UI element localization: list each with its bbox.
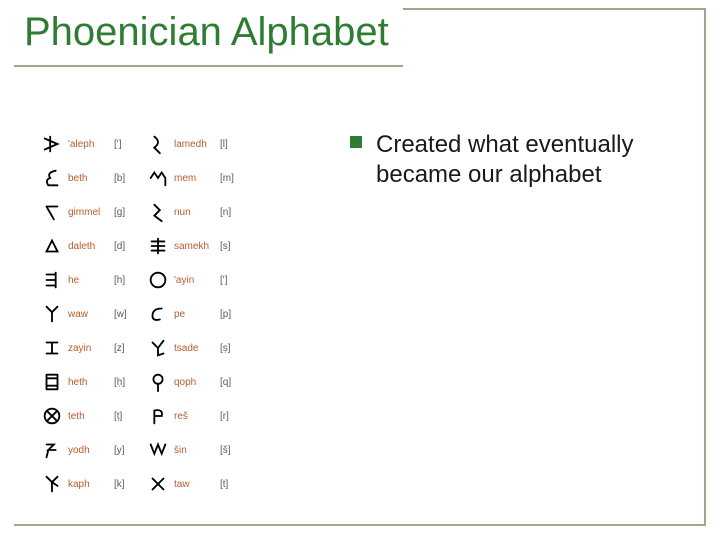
letter-sound: [b] [114, 173, 138, 184]
letter-sound: [r] [220, 411, 244, 422]
letter-sound: [q] [220, 377, 244, 388]
glyph-icon [146, 302, 170, 326]
letter-name: beth [64, 173, 114, 184]
letter-sound: [k] [114, 479, 138, 490]
bullet-text: Created what eventually became our alpha… [376, 130, 680, 190]
bullet-marker-icon [350, 136, 362, 148]
glyph-icon [40, 438, 64, 462]
letter-sound: [š] [220, 445, 244, 456]
glyph-icon [40, 132, 64, 156]
alphabet-row: zayin[z] [40, 334, 138, 362]
letter-sound: [g] [114, 207, 138, 218]
glyph-icon [146, 438, 170, 462]
letter-name: yodh [64, 445, 114, 456]
glyph-icon [146, 404, 170, 428]
letter-name: teth [64, 411, 114, 422]
letter-sound: [p] [220, 309, 244, 320]
letter-sound: [s] [220, 241, 244, 252]
letter-name: tsade [170, 343, 220, 354]
alphabet-row: nun[n] [146, 198, 244, 226]
letter-name: reš [170, 411, 220, 422]
glyph-icon [40, 234, 64, 258]
glyph-icon [146, 166, 170, 190]
page-title: Phoenician Alphabet [24, 10, 389, 55]
glyph-icon [146, 234, 170, 258]
alphabet-row: tsade[ṣ] [146, 334, 244, 362]
alphabet-row: heth[ḥ] [40, 368, 138, 396]
letter-sound: [z] [114, 343, 138, 354]
alphabet-row: pe[p] [146, 300, 244, 328]
letter-name: samekh [170, 241, 220, 252]
letter-sound: [ṣ] [220, 343, 244, 354]
alphabet-row: daleth[d] [40, 232, 138, 260]
letter-sound: [d] [114, 241, 138, 252]
glyph-icon [40, 302, 64, 326]
alphabet-row: he[h] [40, 266, 138, 294]
glyph-icon [40, 166, 64, 190]
alphabet-row: taw[t] [146, 470, 244, 498]
letter-sound: [ṭ] [114, 411, 138, 422]
bullet-list: Created what eventually became our alpha… [340, 130, 680, 510]
glyph-icon [40, 268, 64, 292]
alphabet-row: reš[r] [146, 402, 244, 430]
letter-name: daleth [64, 241, 114, 252]
glyph-icon [40, 200, 64, 224]
alphabet-row: lamedh[l] [146, 130, 244, 158]
glyph-icon [40, 472, 64, 496]
alphabet-row: waw[w] [40, 300, 138, 328]
glyph-icon [146, 132, 170, 156]
letter-name: taw [170, 479, 220, 490]
letter-sound: [ḥ] [114, 377, 138, 388]
letter-name: 'ayin [170, 275, 220, 286]
letter-sound: [l] [220, 139, 244, 150]
letter-name: kaph [64, 479, 114, 490]
alphabet-chart: 'aleph[']beth[b]gimmel[g]daleth[d]he[h]w… [40, 130, 340, 510]
letter-name: gimmel [64, 207, 114, 218]
letter-sound: [t] [220, 479, 244, 490]
letter-sound: ['] [114, 139, 138, 150]
alphabet-row: gimmel[g] [40, 198, 138, 226]
letter-sound: [h] [114, 275, 138, 286]
letter-name: nun [170, 207, 220, 218]
letter-name: heth [64, 377, 114, 388]
content-area: 'aleph[']beth[b]gimmel[g]daleth[d]he[h]w… [40, 130, 680, 510]
alphabet-row: kaph[k] [40, 470, 138, 498]
glyph-icon [146, 472, 170, 496]
letter-name: waw [64, 309, 114, 320]
letter-sound: ['] [220, 275, 244, 286]
alphabet-row: yodh[y] [40, 436, 138, 464]
letter-name: qoph [170, 377, 220, 388]
glyph-icon [146, 336, 170, 360]
letter-sound: [y] [114, 445, 138, 456]
letter-name: zayin [64, 343, 114, 354]
alphabet-row: teth[ṭ] [40, 402, 138, 430]
letter-sound: [m] [220, 173, 244, 184]
alphabet-row: qoph[q] [146, 368, 244, 396]
alphabet-row: beth[b] [40, 164, 138, 192]
alphabet-row: 'aleph['] [40, 130, 138, 158]
letter-sound: [w] [114, 309, 138, 320]
letter-name: šin [170, 445, 220, 456]
glyph-icon [40, 336, 64, 360]
letter-name: mem [170, 173, 220, 184]
glyph-icon [146, 370, 170, 394]
letter-name: he [64, 275, 114, 286]
letter-sound: [n] [220, 207, 244, 218]
glyph-icon [40, 370, 64, 394]
alphabet-row: samekh[s] [146, 232, 244, 260]
letter-name: pe [170, 309, 220, 320]
alphabet-row: 'ayin['] [146, 266, 244, 294]
alphabet-row: šin[š] [146, 436, 244, 464]
letter-name: lamedh [170, 139, 220, 150]
title-wrap: Phoenician Alphabet [14, 4, 403, 67]
glyph-icon [146, 200, 170, 224]
glyph-icon [40, 404, 64, 428]
alphabet-row: mem[m] [146, 164, 244, 192]
letter-name: 'aleph [64, 139, 114, 150]
bullet-item: Created what eventually became our alpha… [350, 130, 680, 190]
glyph-icon [146, 268, 170, 292]
